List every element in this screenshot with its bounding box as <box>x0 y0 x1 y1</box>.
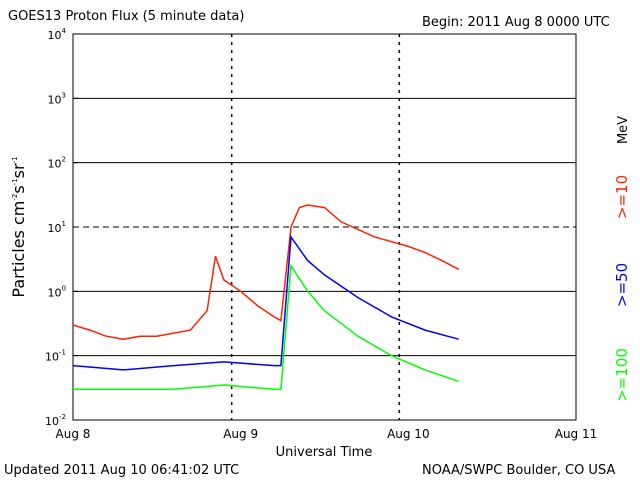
y-tick-label: 102 <box>48 156 66 171</box>
x-tick-label: Aug 8 <box>56 427 91 441</box>
series-layer <box>72 204 459 391</box>
legend: >=10 >=50 >=100 <box>613 175 631 402</box>
y-tick-label: 101 <box>48 220 66 235</box>
y-tick-label: 10-1 <box>45 349 66 364</box>
y-tick-label: 100 <box>48 284 66 299</box>
x-axis-label: Universal Time <box>276 445 373 460</box>
y-tick-label: 103 <box>48 91 66 106</box>
legend-label: >=100 <box>613 348 631 402</box>
x-tick-label: Aug 11 <box>555 427 598 441</box>
x-tick-label: Aug 9 <box>223 427 258 441</box>
x-tick-label: Aug 10 <box>387 427 430 441</box>
grid <box>73 34 576 420</box>
x-tick-labels: Aug 8 Aug 9 Aug 10 Aug 11 <box>56 427 598 441</box>
y-tick-label: 104 <box>48 27 67 42</box>
unit-label: MeV <box>616 116 631 144</box>
legend-label: >=50 <box>613 263 631 307</box>
y-axis-label: Particles cm-2s-1sr-1 <box>9 156 28 297</box>
y-tick-label: 10-2 <box>45 413 66 428</box>
chart-title: GOES13 Proton Flux (5 minute data) <box>8 9 244 24</box>
legend-label: >=10 <box>613 175 631 219</box>
updated-label: Updated 2011 Aug 10 06:41:02 UTC <box>4 463 239 478</box>
series-line <box>72 234 459 371</box>
series-line <box>73 263 459 391</box>
y-tick-labels: 10-2 10-1 100 101 102 103 104 <box>45 27 78 428</box>
begin-label: Begin: 2011 Aug 8 0000 UTC <box>422 15 610 30</box>
series-line <box>72 204 459 340</box>
source-label: NOAA/SWPC Boulder, CO USA <box>422 463 615 478</box>
